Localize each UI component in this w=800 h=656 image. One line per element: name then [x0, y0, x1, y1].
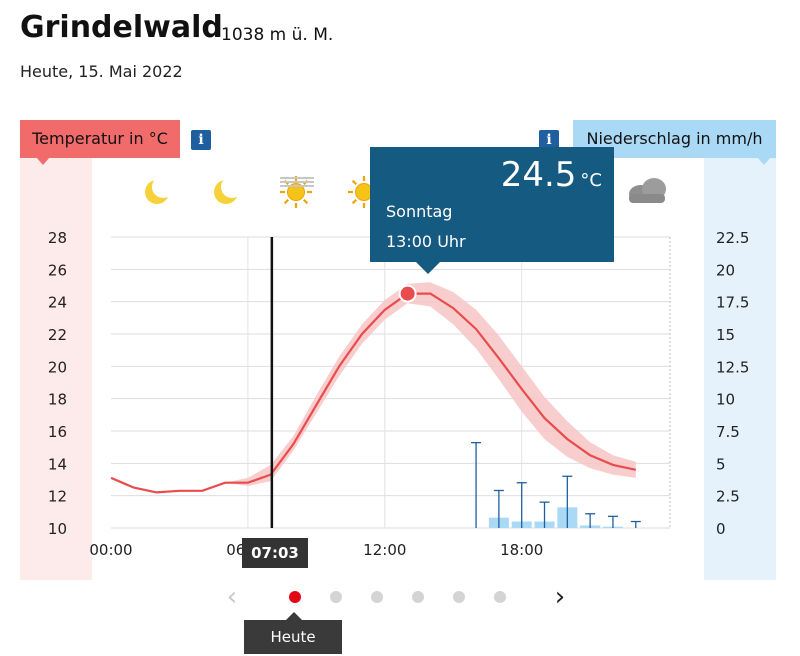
day-pager-label: Heute: [244, 612, 342, 654]
time-tick-label: 00:00: [89, 541, 132, 559]
precipitation-tick-label: 20: [716, 261, 735, 279]
temperature-axis-band: [20, 158, 92, 580]
cloud-base: [629, 194, 665, 203]
time-tick-label: 18:00: [500, 541, 543, 559]
sun-ray: [351, 199, 357, 205]
tooltip-value: 24.5: [500, 155, 577, 195]
temperature-tick-label: 10: [48, 520, 67, 538]
moon-icon: [145, 176, 174, 204]
pager-dot[interactable]: [494, 591, 506, 603]
temperature-info-icon[interactable]: i: [191, 130, 211, 150]
precipitation-tick-label: 2.5: [716, 488, 740, 506]
time-tick-label: 12:00: [363, 541, 406, 559]
precipitation-info-icon[interactable]: i: [539, 130, 559, 150]
temperature-tick-label: 24: [48, 294, 67, 312]
precipitation-tick-label: 22.5: [716, 229, 749, 247]
pager-dot[interactable]: [412, 591, 424, 603]
temperature-label-caret: [36, 157, 50, 165]
sun-disc: [287, 183, 305, 201]
temperature-uncertainty-band: [111, 282, 636, 493]
temperature-line: [110, 292, 637, 494]
moon-shadow: [221, 176, 243, 198]
temperature-tick-label: 22: [48, 326, 67, 344]
sun-ray: [283, 199, 289, 205]
pager-dot[interactable]: [289, 591, 301, 603]
elevation-label: 1038 m ü. M.: [221, 25, 334, 45]
pager-dot[interactable]: [330, 591, 342, 603]
location-title: Grindelwald: [20, 10, 223, 45]
pager-dot[interactable]: [453, 591, 465, 603]
temperature-tooltip: 24.5 °C Sonntag 13:00 Uhr: [370, 147, 614, 274]
precipitation-axis-band: [704, 158, 776, 580]
precipitation-tick-label: 12.5: [716, 358, 749, 376]
precipitation-tick-label: 10: [716, 391, 735, 409]
next-day-button[interactable]: ›: [554, 582, 566, 612]
current-time-marker: 07:03: [242, 538, 308, 568]
precipitation-label-caret: [757, 157, 771, 165]
tooltip-value-row: 24.5 °C: [501, 155, 602, 195]
moon-icon: [214, 176, 243, 204]
temperature-tick-label: 26: [48, 261, 67, 279]
cloud-icon: [629, 178, 666, 203]
precipitation-tick-label: 7.5: [716, 423, 740, 441]
pager-dot[interactable]: [371, 591, 383, 603]
sun-ray: [351, 179, 357, 185]
temperature-tick-label: 16: [48, 423, 67, 441]
temperature-tick-label: 28: [48, 229, 67, 247]
tooltip-time: 13:00 Uhr: [386, 232, 466, 251]
moon-shadow: [152, 176, 174, 198]
sun-ray: [303, 199, 309, 205]
temperature-tick-label: 20: [48, 358, 67, 376]
temperature-tick-label: 12: [48, 488, 67, 506]
precipitation-tick-label: 17.5: [716, 294, 749, 312]
sun-haze-icon: [280, 176, 314, 208]
precipitation-tick-label: 15: [716, 326, 735, 344]
temperature-tick-label: 14: [48, 455, 67, 473]
highlight-point: [398, 284, 417, 303]
tooltip-day: Sonntag: [386, 202, 453, 221]
date-label: Heute, 15. Mai 2022: [20, 62, 183, 81]
temperature-tick-label: 18: [48, 391, 67, 409]
prev-day-button[interactable]: ‹: [226, 582, 238, 612]
tooltip-unit: °C: [580, 170, 602, 191]
precipitation-tick-label: 0: [716, 520, 726, 538]
temperature-axis-label: Temperatur in °C: [20, 120, 180, 158]
precipitation-tick-label: 5: [716, 455, 726, 473]
